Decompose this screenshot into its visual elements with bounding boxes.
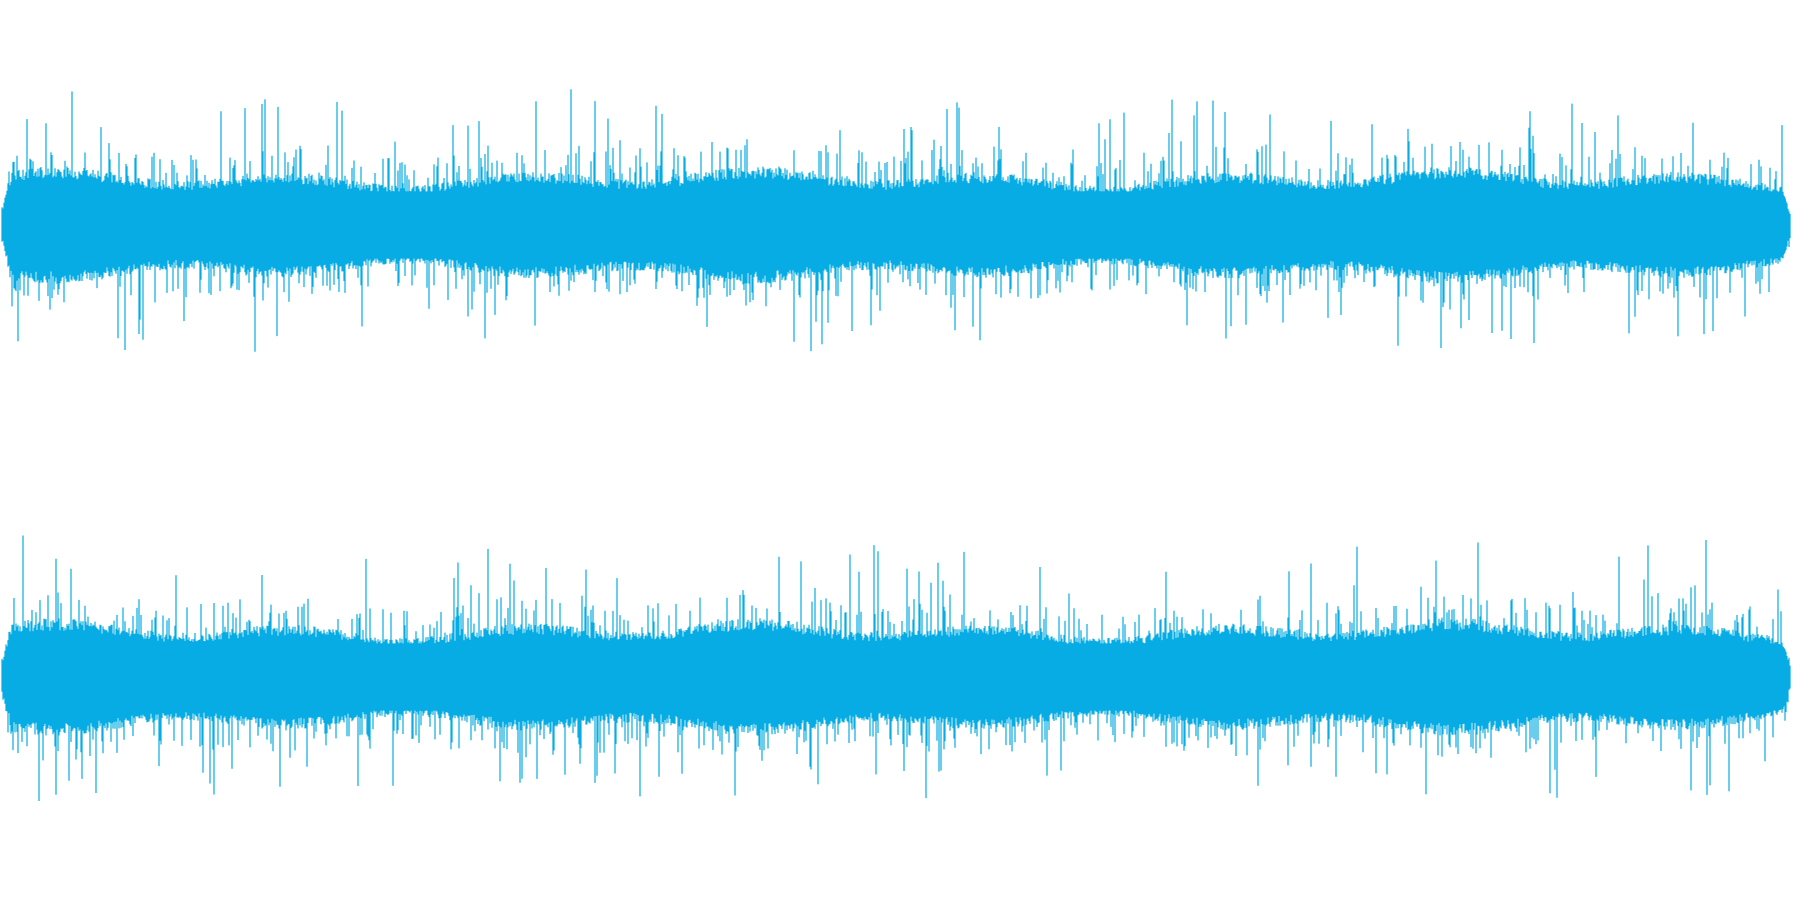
channel-left-waveform bbox=[1, 89, 1791, 352]
channel-right-core bbox=[6, 643, 1786, 711]
channel-left-core bbox=[6, 191, 1786, 259]
channel-right-waveform bbox=[1, 535, 1791, 801]
